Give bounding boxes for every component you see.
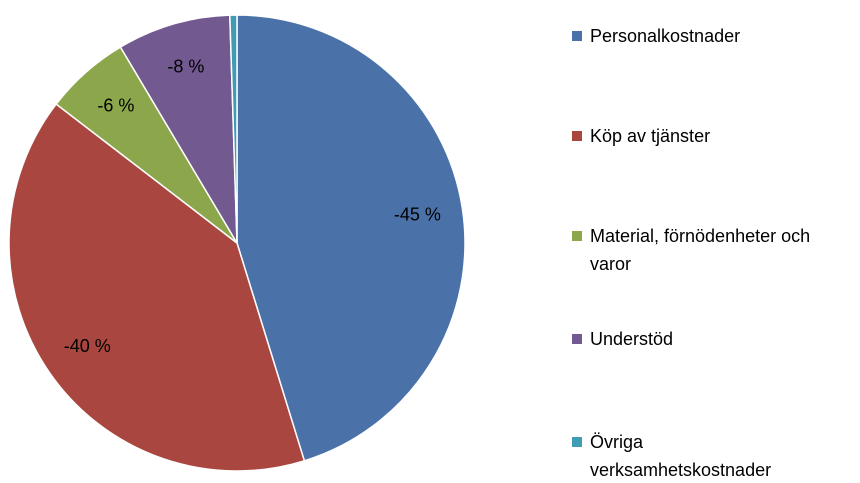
legend-swatch xyxy=(572,31,582,41)
data-label: -8 % xyxy=(167,57,204,77)
legend-label: Övriga verksamhetskostnader xyxy=(590,432,772,480)
legend-swatch xyxy=(572,437,582,447)
legend-swatch xyxy=(572,231,582,241)
pie-slice xyxy=(229,14,238,244)
legend-label: Material, förnödenheter och varor xyxy=(590,226,811,274)
pie-slice xyxy=(119,14,238,244)
legend-item: Material, förnödenheter och varor xyxy=(572,222,812,278)
legend-label: Personalkostnader xyxy=(590,26,741,46)
legend-swatch xyxy=(572,334,582,344)
legend-label: Understöd xyxy=(590,329,674,349)
legend-item: Köp av tjänster xyxy=(572,122,812,150)
data-label: -40 % xyxy=(64,336,111,356)
legend-item: Understöd xyxy=(572,325,812,353)
data-label: -45 % xyxy=(394,204,441,224)
pie-slice xyxy=(236,14,466,462)
legend-item: Övriga verksamhetskostnader xyxy=(572,428,812,483)
pie-area: -45 % -40 % -6 % -8 % xyxy=(8,14,466,472)
legend-swatch xyxy=(572,131,582,141)
data-label: -6 % xyxy=(97,95,134,115)
pie-slice xyxy=(8,103,306,472)
legend-item: Personalkostnader xyxy=(572,22,812,50)
legend-label: Köp av tjänster xyxy=(590,126,711,146)
